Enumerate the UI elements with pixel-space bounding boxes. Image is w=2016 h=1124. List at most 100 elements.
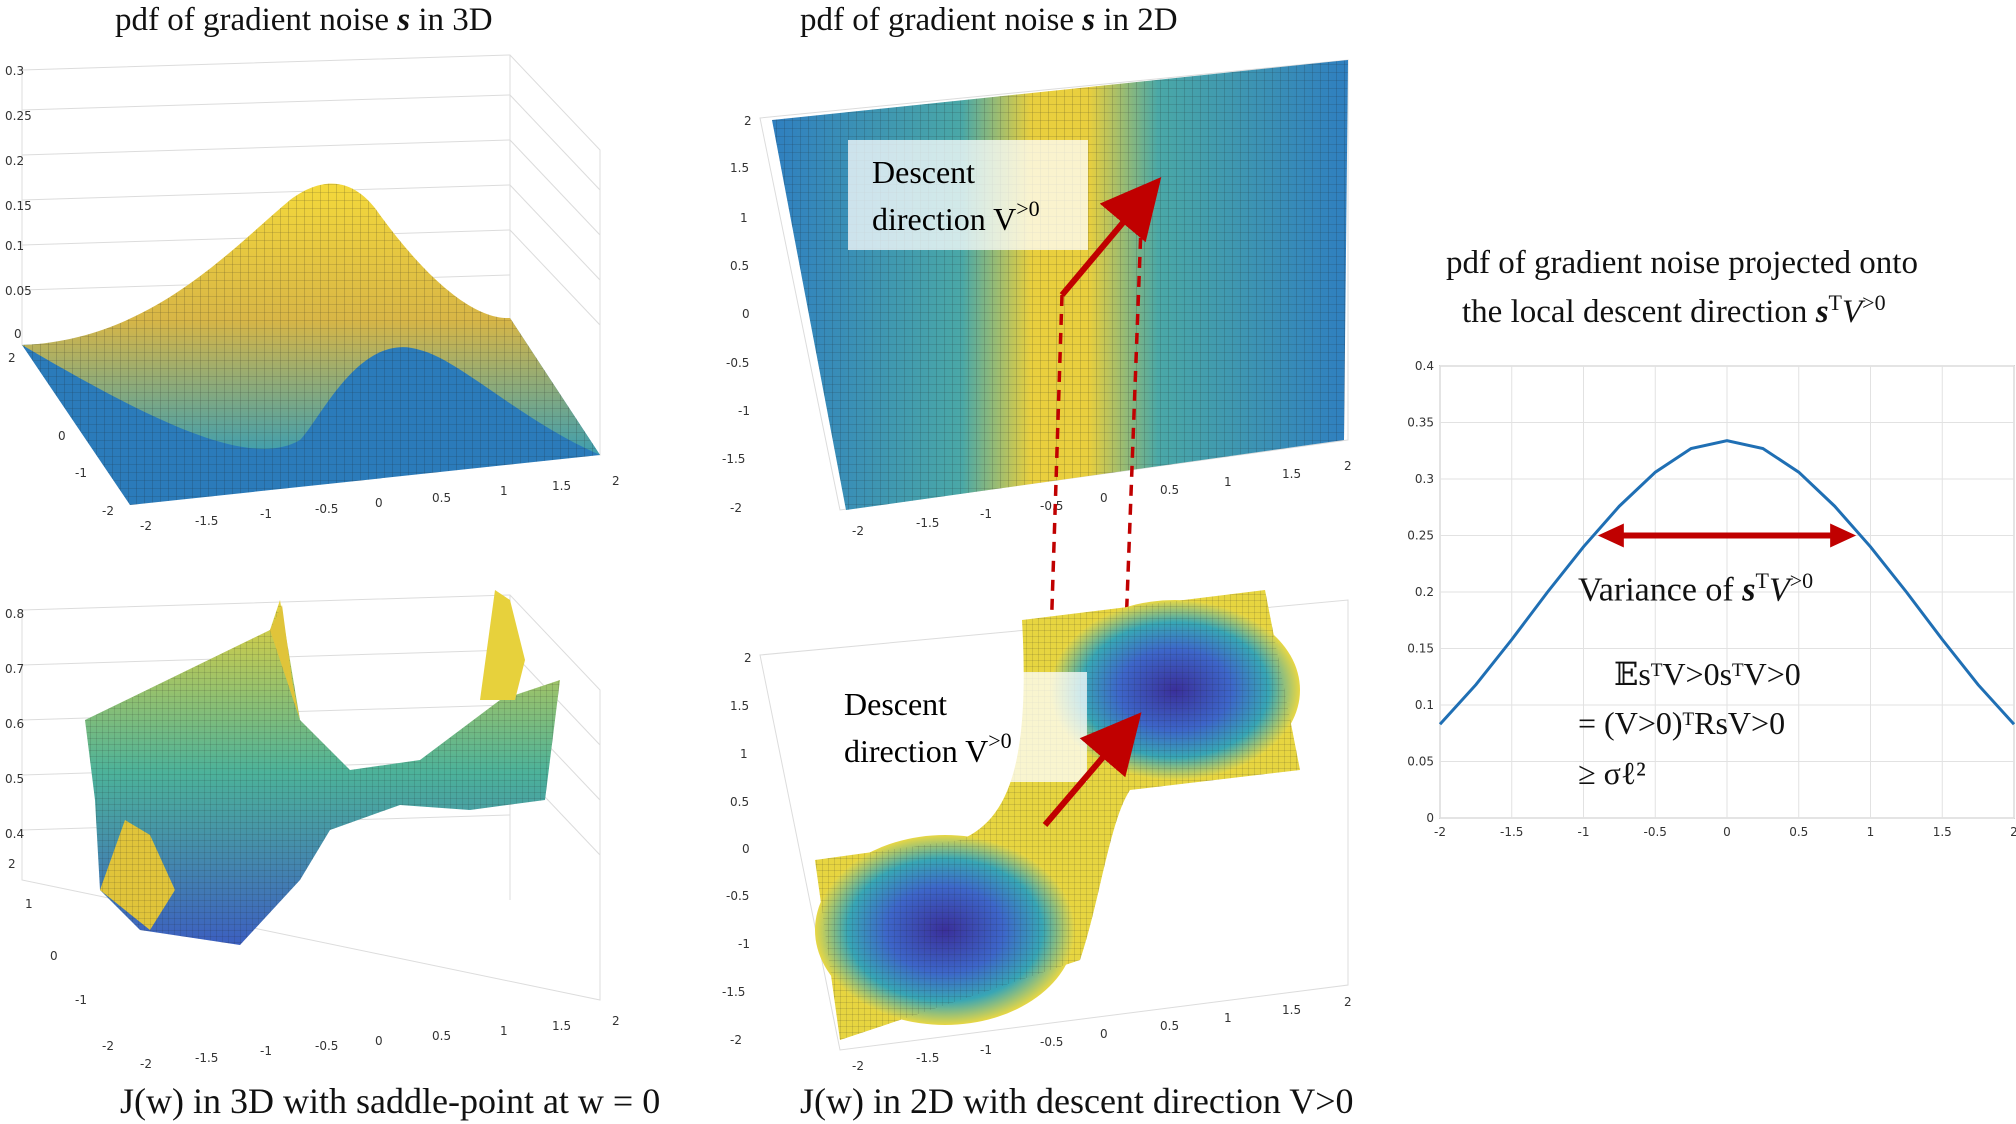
svg-text:0.7: 0.7 — [5, 662, 24, 676]
svg-text:0: 0 — [14, 327, 22, 341]
caption-3d-saddle: J(w) in 3D with saddle-point at w = 0 — [120, 1081, 661, 1121]
svg-text:-1.5: -1.5 — [916, 1051, 939, 1065]
projected-pdf-chart: -2 -1.5 -1 -0.5 0 0.5 1 1.5 2 0 0.05 0.1 0.15 0.2 0.25… — [1407, 359, 2016, 839]
svg-text:0.5: 0.5 — [730, 259, 749, 273]
svg-text:2: 2 — [744, 651, 752, 665]
y-tick-label: 0.25 — [1407, 529, 1434, 543]
descent-arrow-top — [1059, 177, 1162, 297]
svg-text:-2: -2 — [852, 1059, 864, 1073]
title-projected-noise-line1: pdf of gradient noise projected onto — [1446, 245, 1918, 281]
x-tick-label: 0.5 — [1789, 825, 1808, 839]
x-axis-ticks-top-left: -2 -1.5 -1 -0.5 0 0.5 1 1.5 2 — [140, 474, 620, 533]
svg-text:-1: -1 — [75, 466, 87, 480]
svg-text:-2: -2 — [140, 1057, 152, 1071]
svg-text:-2: -2 — [730, 1033, 742, 1047]
title-projected-noise-line2: the local descent direction sTV>0 — [1462, 290, 1886, 330]
descent-label-top-line1: Descent — [872, 154, 975, 190]
descent-label-box-bottom — [825, 672, 1087, 782]
svg-text:-0.5: -0.5 — [726, 889, 749, 903]
svg-text:1.5: 1.5 — [552, 479, 571, 493]
svg-text:-1: -1 — [980, 1043, 992, 1057]
y-tick-label: 0.3 — [1415, 472, 1434, 486]
variance-arrow-head-right — [1830, 523, 1857, 548]
svg-text:0: 0 — [50, 949, 58, 963]
y-axis-ticks-bottom-mid: 2 1.5 1 0.5 0 -0.5 -1 -1.5 -2 — [722, 651, 752, 1047]
title-2d-noise: pdf of gradient noise s in 2D — [800, 2, 1178, 38]
title-3d-noise: pdf of gradient noise s in 3D — [115, 2, 493, 38]
plane-plot-2d-saddle: Descent direction V>0 2 1.5 1 0.5 0 -0.5… — [722, 590, 1352, 1073]
svg-text:2: 2 — [8, 857, 16, 871]
svg-text:-1.5: -1.5 — [195, 514, 218, 528]
y-tick-label: 0.4 — [1415, 359, 1434, 373]
axis-grid-top-mid — [759, 59, 1349, 511]
svg-text:2: 2 — [1344, 995, 1352, 1009]
svg-text:0.05: 0.05 — [5, 284, 32, 298]
svg-text:-2: -2 — [852, 524, 864, 538]
svg-text:0.2: 0.2 — [5, 154, 24, 168]
svg-text:0.4: 0.4 — [5, 827, 24, 841]
svg-text:1: 1 — [1224, 475, 1232, 489]
svg-text:0.25: 0.25 — [5, 109, 32, 123]
svg-text:0.6: 0.6 — [5, 717, 24, 731]
svg-text:0: 0 — [742, 842, 750, 856]
expectation-eq-line1: 𝔼sᵀV>0sᵀV>0 — [1614, 656, 1801, 692]
svg-text:-1: -1 — [738, 404, 750, 418]
x-axis-ticks-bottom-mid: -2 -1.5 -1 -0.5 0 0.5 1 1.5 2 — [852, 995, 1352, 1073]
y-tick-label: 0.35 — [1407, 416, 1434, 430]
svg-text:-1.5: -1.5 — [195, 1051, 218, 1065]
y-tick-label: 0 — [1426, 811, 1434, 825]
svg-text:2: 2 — [612, 474, 620, 488]
pdf-curve — [1438, 439, 2016, 726]
descent-label-bottom-line1: Descent — [844, 686, 947, 722]
svg-text:0: 0 — [375, 496, 383, 510]
svg-text:-1.5: -1.5 — [722, 452, 745, 466]
svg-text:0.8: 0.8 — [5, 607, 24, 621]
svg-text:0.15: 0.15 — [5, 199, 32, 213]
svg-text:1.5: 1.5 — [552, 1019, 571, 1033]
svg-text:1: 1 — [500, 484, 508, 498]
svg-text:2: 2 — [8, 351, 16, 365]
svg-text:0.5: 0.5 — [432, 1029, 451, 1043]
svg-text:-1: -1 — [260, 1044, 272, 1058]
svg-text:0: 0 — [1100, 491, 1108, 505]
surface-plot-3d-noise: 0.3 0.25 0.2 0.15 0.1 0.05 0 2 0 -1 -2 -… — [5, 54, 620, 533]
descent-label-box-top — [848, 140, 1088, 250]
svg-text:-2: -2 — [730, 501, 742, 515]
svg-text:-2: -2 — [102, 504, 114, 518]
x-tick-label: -1 — [1578, 825, 1590, 839]
svg-text:-1: -1 — [738, 937, 750, 951]
chart-grid — [1439, 365, 2015, 819]
svg-text:-0.5: -0.5 — [315, 502, 338, 516]
svg-text:-2: -2 — [102, 1039, 114, 1053]
y-tick-label: 0.05 — [1407, 755, 1434, 769]
y-axis-ticks-bottom-left: 2 1 0 -1 -2 — [8, 857, 114, 1053]
svg-text:2: 2 — [1344, 459, 1352, 473]
svg-text:0.5: 0.5 — [1160, 483, 1179, 497]
expectation-eq-line3: ≥ σℓ² — [1578, 755, 1646, 791]
svg-text:-0.5: -0.5 — [726, 356, 749, 370]
svg-text:1: 1 — [500, 1024, 508, 1038]
x-tick-label: -2 — [1434, 825, 1446, 839]
x-tick-label: 1 — [1867, 825, 1875, 839]
svg-text:1: 1 — [740, 747, 748, 761]
y-tick-label: 0.1 — [1415, 698, 1434, 712]
plane-plot-2d-noise: Descent direction V>0 2 1.5 1 0.5 0 -0.5… — [722, 59, 1352, 538]
svg-text:-0.5: -0.5 — [1040, 1035, 1063, 1049]
svg-text:-1: -1 — [75, 993, 87, 1007]
svg-text:0.3: 0.3 — [5, 64, 24, 78]
svg-text:0: 0 — [375, 1034, 383, 1048]
variance-arrow-head-left — [1597, 523, 1624, 548]
x-tick-label: 1.5 — [1933, 825, 1952, 839]
svg-text:1.5: 1.5 — [730, 699, 749, 713]
svg-text:1.5: 1.5 — [730, 161, 749, 175]
svg-text:-2: -2 — [140, 519, 152, 533]
y-tick-label: 0.2 — [1415, 585, 1434, 599]
surface-plot-3d-saddle: 0.8 0.7 0.6 0.5 0.4 2 1 0 -1 -2 -2 -1.5 … — [5, 590, 620, 1071]
svg-text:0.1: 0.1 — [5, 239, 24, 253]
chart-ticks: -2 -1.5 -1 -0.5 0 0.5 1 1.5 2 0 0.05 0.1 0.15 0.2 0.25… — [1407, 359, 2016, 839]
svg-text:0.5: 0.5 — [432, 491, 451, 505]
svg-text:-1: -1 — [260, 507, 272, 521]
x-axis-ticks-top-mid: -2 -1.5 -1 -0.5 0 0.5 1 1.5 2 — [852, 459, 1352, 538]
x-tick-label: -1.5 — [1500, 825, 1523, 839]
